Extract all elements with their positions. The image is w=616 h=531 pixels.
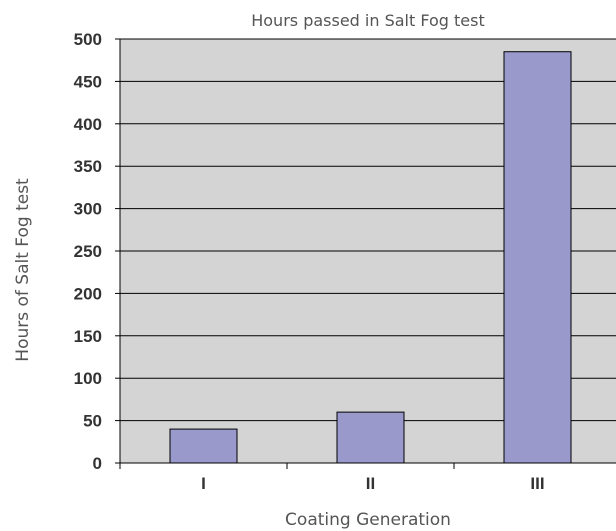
x-tick-label-II: II <box>366 474 375 493</box>
x-tick-label-I: I <box>201 474 206 493</box>
y-tick-label-400: 400 <box>74 115 102 134</box>
y-axis: 0 50 100 150 200 250 300 350 400 450 500 <box>74 30 121 473</box>
bar-II <box>336 411 405 464</box>
y-tick-label-250: 250 <box>74 242 102 261</box>
y-tick-label-100: 100 <box>74 369 102 388</box>
y-tick-label-450: 450 <box>74 72 102 91</box>
bar-III <box>503 51 572 464</box>
y-tick-label-50: 50 <box>83 412 102 431</box>
y-tick-label-150: 150 <box>74 327 102 346</box>
x-tick-label-III: III <box>530 474 544 493</box>
y-axis-label: Hours of Salt Fog test <box>13 178 33 362</box>
x-axis-label: Coating Generation <box>285 510 451 530</box>
y-tick-label-0: 0 <box>93 454 102 473</box>
bar-I <box>169 428 238 464</box>
y-tick-label-300: 300 <box>74 200 102 219</box>
y-tick-label-500: 500 <box>74 30 102 49</box>
chart-title: Hours passed in Salt Fog test <box>251 11 485 30</box>
y-tick-label-200: 200 <box>74 284 102 303</box>
y-tick-label-350: 350 <box>74 157 102 176</box>
x-axis: I II III <box>119 462 616 493</box>
